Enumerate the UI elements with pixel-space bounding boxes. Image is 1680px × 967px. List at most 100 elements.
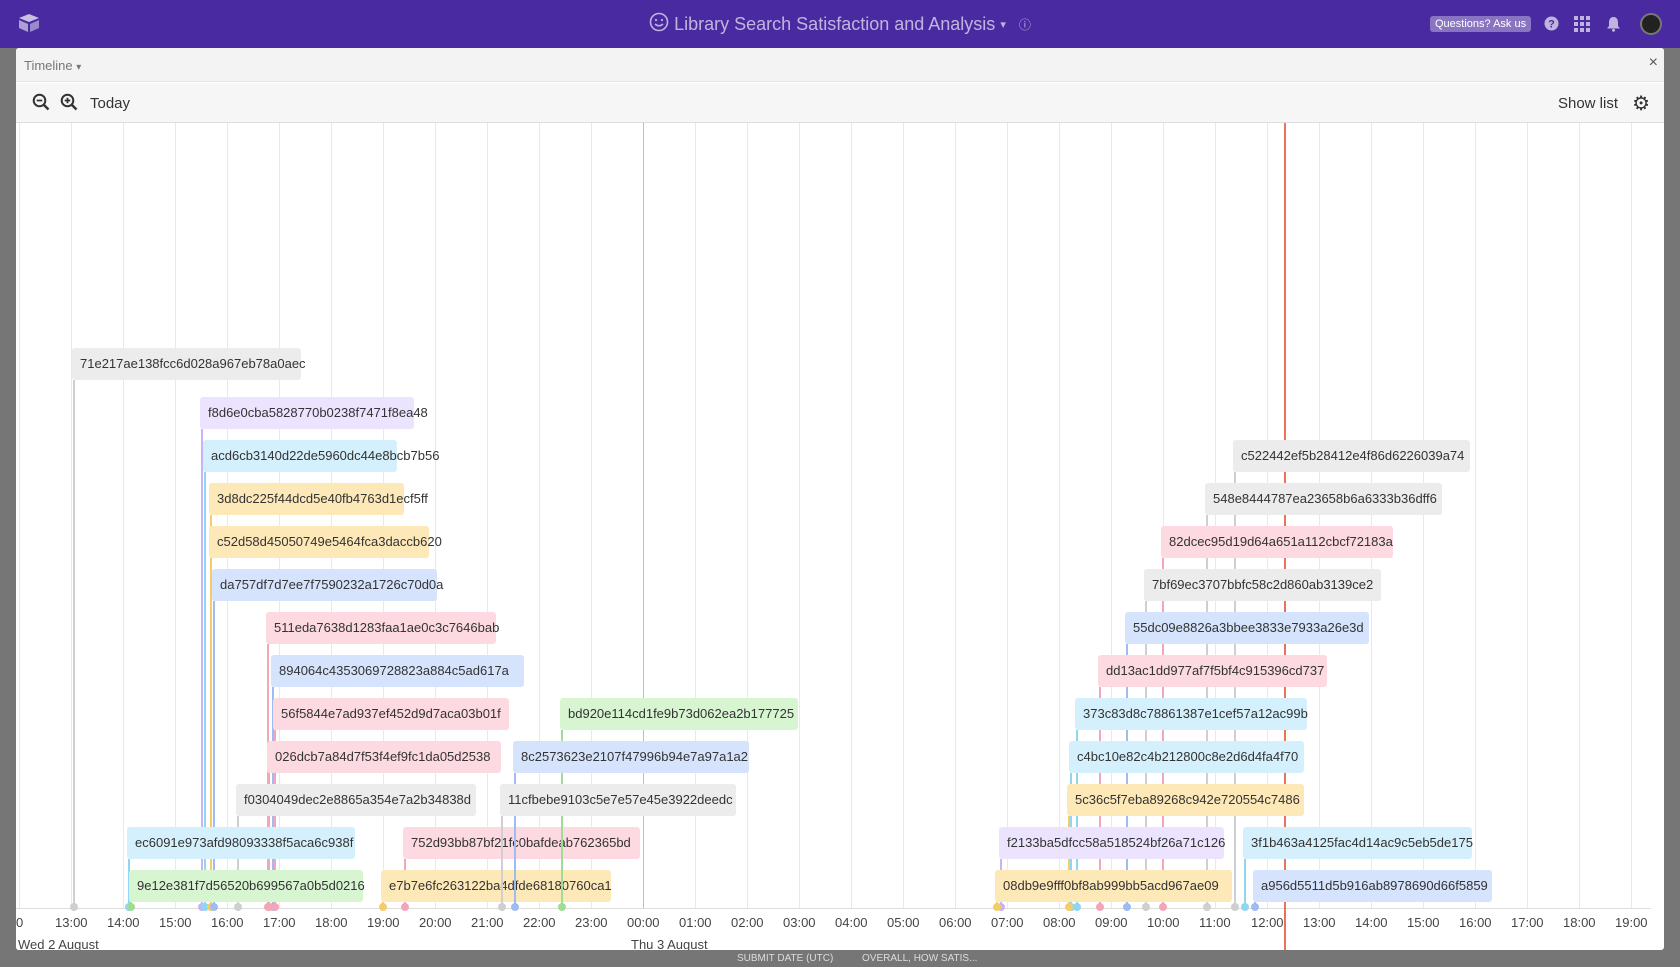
hour-gridline xyxy=(19,123,20,908)
event-stem xyxy=(210,558,212,908)
event-marker[interactable] xyxy=(201,903,209,911)
event-marker[interactable] xyxy=(558,903,566,911)
apps-grid-icon[interactable] xyxy=(1574,16,1590,35)
notifications-bell-icon[interactable] xyxy=(1606,16,1621,35)
hour-tick-label: 19:00 xyxy=(1615,915,1648,930)
timeline-toolbar: Today Show list ⚙ xyxy=(16,83,1664,123)
timeline-event-card[interactable]: 56f5844e7ad937ef452d9d7aca03b01f xyxy=(273,698,509,730)
event-marker[interactable] xyxy=(1203,903,1211,911)
event-marker[interactable] xyxy=(1231,903,1239,911)
event-marker[interactable] xyxy=(498,903,506,911)
timeline-event-card[interactable]: 08db9e9fff0bf8ab999bb5acd967ae09 xyxy=(995,870,1232,902)
user-avatar[interactable] xyxy=(1640,13,1662,35)
hour-tick-label: 17:00 xyxy=(1511,915,1544,930)
hour-gridline xyxy=(1475,123,1476,908)
event-marker[interactable] xyxy=(1096,903,1104,911)
hour-gridline xyxy=(1267,123,1268,908)
event-marker[interactable] xyxy=(210,903,218,911)
hour-gridline xyxy=(1007,123,1008,908)
timeline-event-card[interactable]: 3f1b463a4125fac4d14ac9c5eb5de175 xyxy=(1243,827,1473,859)
event-marker[interactable] xyxy=(379,903,387,911)
timeline-event-card[interactable]: ec6091e973afd98093338f5aca6c938f xyxy=(127,827,355,859)
hour-gridline xyxy=(903,123,904,908)
event-marker[interactable] xyxy=(997,903,1005,911)
timeline-event-card[interactable]: 82dcec95d19d64a651a112cbcf72183a xyxy=(1161,526,1393,558)
hour-tick-label: 23:00 xyxy=(575,915,608,930)
event-marker[interactable] xyxy=(1251,903,1259,911)
timeline-event-card[interactable]: 11cfbebe9103c5e7e57e45e3922deedc xyxy=(500,784,736,816)
column-header: SUBMIT DATE (UTC) xyxy=(737,953,834,964)
event-marker[interactable] xyxy=(1065,903,1073,911)
hour-gridline xyxy=(643,123,644,908)
timeline-event-card[interactable]: 8c2573623e2107f47996b94e7a97a1a2 xyxy=(513,741,749,773)
show-list-button[interactable]: Show list xyxy=(1557,95,1618,112)
zoom-out-icon[interactable] xyxy=(32,93,50,116)
hour-gridline xyxy=(1631,123,1632,908)
hour-tick-label: 02:00 xyxy=(731,915,764,930)
hour-gridline xyxy=(1163,123,1164,908)
timeline-event-card[interactable]: f8d6e0cba5828770b0238f7471f8ea48 xyxy=(200,397,428,429)
hour-gridline xyxy=(1527,123,1528,908)
view-switcher[interactable]: Timeline ▾ xyxy=(24,58,81,73)
hour-gridline xyxy=(799,123,800,908)
timeline-event-card[interactable]: c522442ef5b28412e4f86d6226039a74 xyxy=(1233,440,1470,472)
timeline-event-card[interactable]: f0304049dec2e8865a354e7a2b34838d xyxy=(236,784,476,816)
event-marker[interactable] xyxy=(127,903,135,911)
chevron-down-icon[interactable]: ▾ xyxy=(1000,19,1006,31)
timeline-event-card[interactable]: c52d58d45050749e5464fca3daccb620 xyxy=(209,526,442,558)
timeline-event-card[interactable]: 5c36c5f7eba89268c942e720554c7486 xyxy=(1067,784,1304,816)
timeline-event-card[interactable]: da757df7d7ee7f7590232a1726c70d0a xyxy=(212,569,443,601)
event-marker[interactable] xyxy=(401,903,409,911)
timeline-event-card[interactable]: 373c83d8c78861387e1cef57a12ac99b xyxy=(1075,698,1308,730)
timeline-event-card[interactable]: 548e8444787ea23658b6a6333b36dff6 xyxy=(1205,483,1442,515)
hour-tick-label: 07:00 xyxy=(991,915,1024,930)
timeline-event-card[interactable]: 894064c4353069728823a884c5ad617a xyxy=(271,655,524,687)
hour-gridline xyxy=(1215,123,1216,908)
timeline-event-card[interactable]: 71e217ae138fcc6d028a967eb78a0aec xyxy=(72,348,306,380)
event-marker[interactable] xyxy=(511,903,519,911)
hour-tick-label: 20:00 xyxy=(419,915,452,930)
app-logo-icon[interactable] xyxy=(18,13,40,38)
timeline-canvas[interactable]: 0 13:00 14:00 15:00 16:00 17:00 18:00 19:00 20:0… xyxy=(16,123,1651,950)
hour-tick-label: 18:00 xyxy=(315,915,348,930)
timeline-event-card[interactable]: 511eda7638d1283faa1ae0c3c7646bab xyxy=(266,612,499,644)
timeline-event-card[interactable]: 752d93bb87bf21fc0bafdeab762365bd xyxy=(403,827,640,859)
base-title-group[interactable]: Library Search Satisfaction and Analysis… xyxy=(0,12,1680,37)
zoom-in-icon[interactable] xyxy=(60,93,78,116)
info-icon[interactable]: ⓘ xyxy=(1018,18,1031,32)
hour-tick-label: 22:00 xyxy=(523,915,556,930)
gear-icon[interactable]: ⚙ xyxy=(1632,93,1650,115)
event-marker[interactable] xyxy=(70,903,78,911)
timeline-event-card[interactable]: 3d8dc225f44dcd5e40fb4763d1ecf5ff xyxy=(209,483,428,515)
event-marker[interactable] xyxy=(1159,903,1167,911)
timeline-event-card[interactable]: bd920e114cd1fe9b73d062ea2b177725 xyxy=(560,698,798,730)
hour-tick-label: 16:00 xyxy=(211,915,244,930)
event-marker[interactable] xyxy=(265,903,273,911)
event-marker[interactable] xyxy=(1123,903,1131,911)
event-marker[interactable] xyxy=(993,903,1001,911)
event-marker[interactable] xyxy=(271,903,279,911)
event-marker[interactable] xyxy=(234,903,242,911)
timeline-event-card[interactable]: c4bc10e82c4b212800c8e2d6d4fa4f70 xyxy=(1069,741,1304,773)
timeline-event-card[interactable]: 7bf69ec3707bbfc58c2d860ab3139ce2 xyxy=(1144,569,1381,601)
timeline-event-card[interactable]: 9e12e381f7d56520b699567a0b5d0216 xyxy=(129,870,365,902)
event-marker[interactable] xyxy=(1142,903,1150,911)
timeline-event-card[interactable]: f2133ba5dfcc58a518524bf26a71c126 xyxy=(999,827,1225,859)
close-button[interactable]: × xyxy=(1648,54,1658,71)
event-marker[interactable] xyxy=(1073,903,1081,911)
timeline-event-card[interactable]: a956d5511d5b916ab8978690d66f5859 xyxy=(1253,870,1492,902)
time-axis-line xyxy=(16,908,1651,909)
chevron-down-icon: ▾ xyxy=(76,62,82,73)
base-title: Library Search Satisfaction and Analysis xyxy=(674,14,996,34)
timeline-event-card[interactable]: acd6cb3140d22de5960dc44e8bcb7b56 xyxy=(203,440,439,472)
timeline-event-card[interactable]: 55dc09e8826a3bbee3833e7933a26e3d xyxy=(1125,612,1369,644)
event-marker[interactable] xyxy=(1241,903,1249,911)
hour-tick-label: 21:00 xyxy=(471,915,504,930)
help-icon[interactable]: ? xyxy=(1544,16,1559,34)
questions-button[interactable]: Questions? Ask us xyxy=(1430,16,1532,32)
timeline-event-card[interactable]: 026dcb7a84d7f53f4ef9fc1da05d2538 xyxy=(267,741,501,773)
timeline-event-card[interactable]: dd13ac1dd977af7f5bf4c915396cd737 xyxy=(1098,655,1327,687)
hour-tick-label: 18:00 xyxy=(1563,915,1596,930)
timeline-event-card[interactable]: e7b7e6fc263122ba4dfde68180760ca1 xyxy=(381,870,612,902)
today-button[interactable]: Today xyxy=(90,95,131,112)
